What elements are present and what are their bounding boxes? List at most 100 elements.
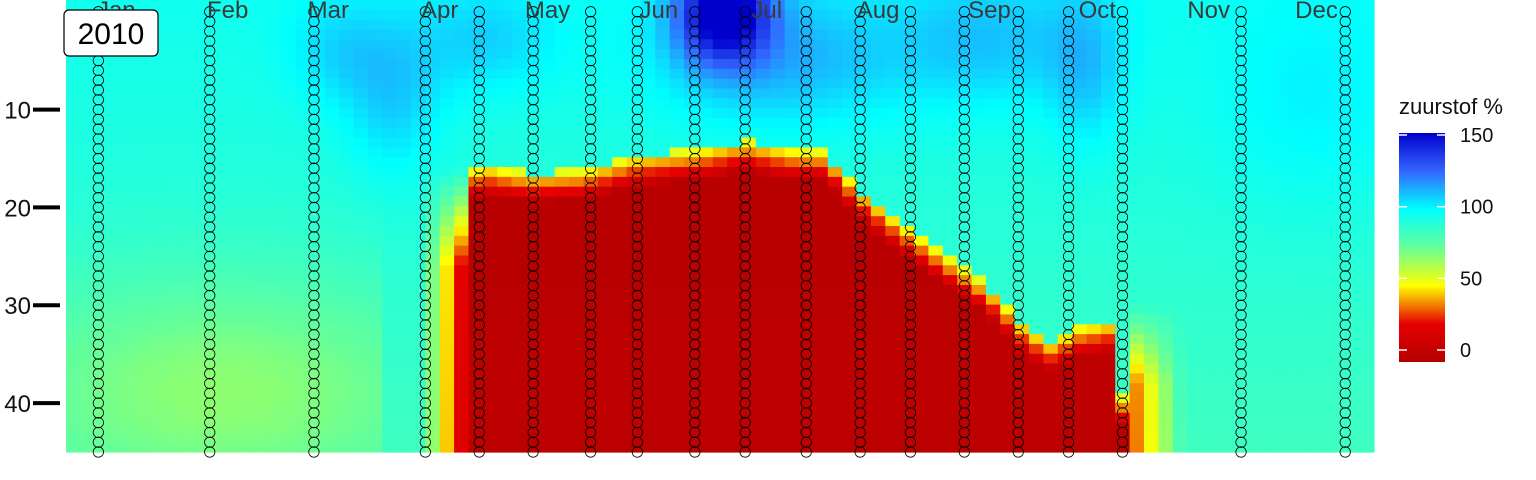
- heat-cell: [813, 9, 829, 21]
- heat-cell: [626, 363, 642, 374]
- heat-cell: [669, 245, 685, 257]
- sampling-point: [92, 417, 104, 429]
- heat-cell: [1359, 9, 1375, 21]
- heat-cell: [885, 363, 901, 374]
- heat-cell: [511, 353, 527, 365]
- heat-cell: [985, 393, 1001, 404]
- heat-cell: [870, 284, 886, 296]
- heat-cell: [224, 324, 240, 335]
- heat-cell: [741, 353, 757, 365]
- heat-cell: [1057, 343, 1073, 355]
- heat-cell: [152, 324, 168, 335]
- heat-cell: [885, 157, 901, 168]
- heat-cell: [727, 68, 743, 80]
- heat-cell: [1316, 412, 1332, 424]
- sampling-point: [854, 260, 866, 272]
- heat-cell: [655, 9, 671, 21]
- heat-cell: [914, 68, 930, 80]
- heat-cell: [1287, 58, 1303, 70]
- heat-cell: [698, 39, 714, 50]
- heat-cell: [1014, 255, 1030, 266]
- sampling-column: [419, 6, 431, 458]
- sampling-point: [1012, 231, 1024, 243]
- sampling-point: [92, 280, 104, 292]
- heat-cell: [1144, 137, 1159, 148]
- sampling-point: [308, 64, 320, 77]
- heat-cell: [1057, 304, 1073, 316]
- heat-cell: [454, 245, 470, 257]
- heat-cell: [827, 393, 843, 404]
- heat-cell: [281, 422, 297, 433]
- heat-cell: [439, 176, 455, 188]
- heat-cell: [281, 402, 297, 414]
- heat-cell: [842, 39, 858, 50]
- heat-cell: [94, 304, 110, 316]
- heat-cell: [1259, 176, 1274, 188]
- heat-cell: [425, 275, 441, 286]
- heat-cell: [209, 167, 225, 178]
- heat-cell: [885, 432, 901, 443]
- sampling-point: [631, 348, 643, 360]
- heat-cell: [942, 196, 958, 207]
- heat-cell: [1244, 422, 1260, 433]
- heat-cell: [1230, 334, 1246, 345]
- heat-cell: [957, 78, 973, 90]
- sampling-point: [1062, 123, 1075, 135]
- sampling-point: [1116, 143, 1129, 155]
- heat-cell: [525, 108, 541, 119]
- heat-cell: [123, 393, 139, 404]
- heat-cell: [1201, 324, 1217, 335]
- heat-cell: [295, 265, 311, 276]
- heat-cell: [870, 68, 886, 80]
- heat-cell: [1230, 363, 1246, 374]
- sampling-point: [308, 319, 320, 331]
- heat-cell: [1244, 98, 1260, 109]
- heat-cell: [166, 373, 182, 384]
- heat-cell: [569, 49, 585, 60]
- sampling-point: [308, 240, 320, 253]
- heat-cell: [1187, 353, 1203, 365]
- sampling-point: [419, 103, 431, 116]
- heat-cell: [468, 442, 484, 453]
- heat-cell: [842, 9, 858, 21]
- heat-cell: [698, 363, 714, 374]
- sampling-point: [204, 260, 216, 272]
- heat-cell: [252, 206, 268, 217]
- heat-cell: [1158, 363, 1174, 374]
- heat-cell: [367, 412, 383, 424]
- heat-cell: [870, 137, 886, 148]
- heat-cell: [870, 314, 886, 325]
- sampling-point: [631, 426, 643, 439]
- heat-cell: [339, 235, 355, 247]
- heat-cell: [1259, 68, 1274, 80]
- heat-cell: [109, 167, 125, 178]
- heat-cell: [942, 157, 958, 168]
- heat-cell: [1100, 167, 1116, 178]
- heat-cell: [928, 393, 944, 404]
- heat-cell: [1316, 363, 1332, 374]
- heat-cell: [497, 226, 513, 237]
- sampling-point: [473, 221, 485, 233]
- heat-cell: [1244, 226, 1260, 237]
- heat-cell: [655, 137, 671, 148]
- heat-cell: [152, 29, 168, 40]
- heat-cell: [597, 393, 613, 404]
- heat-cell: [66, 58, 81, 70]
- heat-cell: [1172, 294, 1188, 306]
- heat-cell: [554, 216, 570, 227]
- heat-cell: [1014, 0, 1030, 11]
- sampling-point: [1235, 45, 1247, 57]
- heat-cell: [425, 255, 441, 266]
- sampling-point: [854, 358, 866, 370]
- heat-cell: [1359, 186, 1375, 198]
- heat-cell: [612, 68, 628, 80]
- heat-cell: [1057, 383, 1073, 394]
- heat-cell: [339, 265, 355, 276]
- sampling-point: [585, 143, 597, 155]
- heat-cell: [1129, 226, 1145, 237]
- heat-cell: [1259, 226, 1274, 237]
- heat-cell: [1201, 108, 1217, 119]
- heat-cell: [267, 49, 283, 60]
- heat-cell: [339, 58, 355, 70]
- heat-cell: [1330, 108, 1346, 119]
